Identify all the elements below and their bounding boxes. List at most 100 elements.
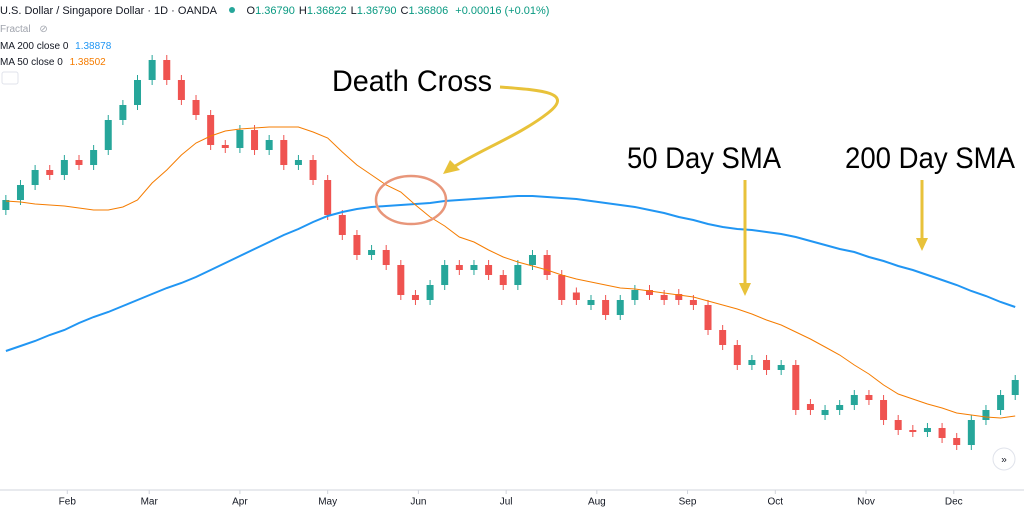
candle-body [528,255,536,265]
ohlc-label: O [246,5,256,17]
plot [2,55,1019,450]
candle-body [31,170,39,185]
arrow-head [443,160,460,174]
candle-body [850,395,858,405]
annotation: 200 Day SMA [845,142,1015,175]
ohlc: O1.36790 H1.36822 L1.36790 C1.36806 [247,5,453,17]
candle-body [689,300,697,305]
candle-body [777,365,785,370]
candle-body [953,438,961,445]
candle-body [485,265,493,275]
candle-body [660,295,668,300]
status-dot [229,7,236,13]
indicator: Fractal ⊘ [0,24,48,35]
ohlc-value: 1.36822 [306,5,347,17]
candle-body [894,420,902,430]
candle-body [75,160,83,165]
candle-body [382,250,390,265]
candle-body [309,160,317,180]
candle-body [46,170,54,175]
candle-body [1011,380,1019,395]
x-tick-label: Sep [679,497,697,508]
legend-value: 1.38502 [69,57,106,68]
ohlc-value: 1.36790 [255,5,295,17]
x-tick-label: May [318,497,337,508]
x-tick-label: Jul [500,497,513,508]
header: U.S. Dollar / Singapore Dollar · 1D · OA… [0,5,553,17]
arrow-head [916,238,928,251]
candle-body [236,130,244,148]
candle-body [426,285,434,300]
visibility-icon[interactable]: ⊘ [39,24,48,35]
candle-body [221,145,229,148]
indicator: MA 50 close 0 1.38502 [0,57,106,68]
candle-body [997,395,1005,410]
arrow-head [739,283,751,296]
legend-label: MA 50 close 0 [0,57,63,68]
candle-body [411,295,419,300]
candle-body [455,265,463,270]
candle-body [16,185,24,200]
candle-body [909,430,917,432]
x-tick-label: Feb [59,497,77,508]
x-tick-label: Apr [232,497,248,508]
x-tick-label: Nov [857,497,875,508]
candle-body [251,130,259,150]
candle-body [587,300,595,305]
annotation: Death Cross [332,65,492,98]
candle-body [821,410,829,415]
ohlc-label: C [400,5,409,17]
candle-body [60,160,68,175]
annotation: 50 Day SMA [627,142,781,175]
candle-body [207,115,215,145]
candle-body [368,250,376,255]
ohlc-label: H [298,5,307,17]
candle-body [792,365,800,410]
candle-body [675,294,683,300]
candle-body [441,265,449,285]
x-tick-label: Aug [588,497,606,508]
x-tick-label: Dec [945,497,963,508]
indicator-name: Fractal [0,24,31,35]
candle-body [836,405,844,410]
candle-body [163,60,171,80]
candle-body [923,428,931,432]
candle-body [631,290,639,300]
legend-value: 1.38878 [75,41,112,52]
collapse-button[interactable] [1,71,19,85]
x-tick-label: Mar [141,497,159,508]
candle-body [470,265,478,270]
candle-body [646,290,654,295]
arrow [451,85,559,170]
candle-body [119,105,127,120]
candle-body [602,300,610,315]
candle-body [338,215,346,235]
candle-body [616,300,624,315]
candle-body [192,100,200,115]
candle-body [806,404,814,410]
candle-body [324,180,332,215]
x-tick-label: Jun [410,497,426,508]
candle-body [865,395,873,400]
candle-body [294,160,302,165]
candle-body [2,200,10,210]
candle-body [733,345,741,365]
ma-line [5,126,1016,419]
ohlc-label: L [350,5,357,17]
scroll-icon[interactable]: » [1001,455,1007,466]
candle-body [763,360,771,370]
candle-body [558,275,566,300]
change: +0.00016 (+0.01%) [455,5,550,17]
candle-body [543,255,551,275]
x-tick-label: Oct [768,497,784,508]
scroll-button[interactable] [992,447,1016,471]
candle-body [104,120,112,150]
candle-body [719,330,727,345]
candle-body [938,428,946,438]
candle-body [967,420,975,445]
candle-body [748,360,756,365]
candle-body [134,80,142,105]
candle-body [499,275,507,285]
